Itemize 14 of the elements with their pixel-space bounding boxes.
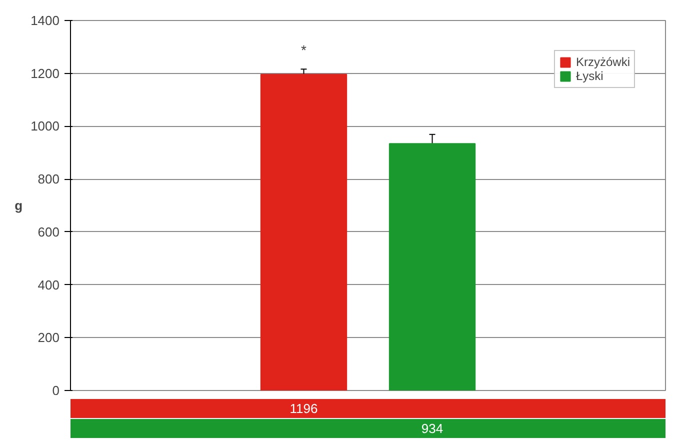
y-tick-label: 200 (38, 330, 60, 346)
legend-label: Łyski (576, 69, 604, 83)
annotation: * (301, 42, 308, 58)
legend-label: Krzyżówki (576, 55, 630, 69)
y-tick-label: 1400 (30, 13, 60, 28)
y-tick-label: 1200 (30, 66, 60, 81)
y-tick-label: 600 (38, 224, 60, 240)
y-axis-title: g (14, 198, 23, 213)
data-label: 1196 (290, 401, 318, 416)
y-tick-label: 1000 (30, 118, 60, 134)
y-tick-label: 800 (38, 172, 60, 187)
y-tick-label: 400 (38, 277, 60, 292)
y-tick-label: 0 (52, 383, 60, 398)
data-label: 934 (421, 421, 444, 436)
